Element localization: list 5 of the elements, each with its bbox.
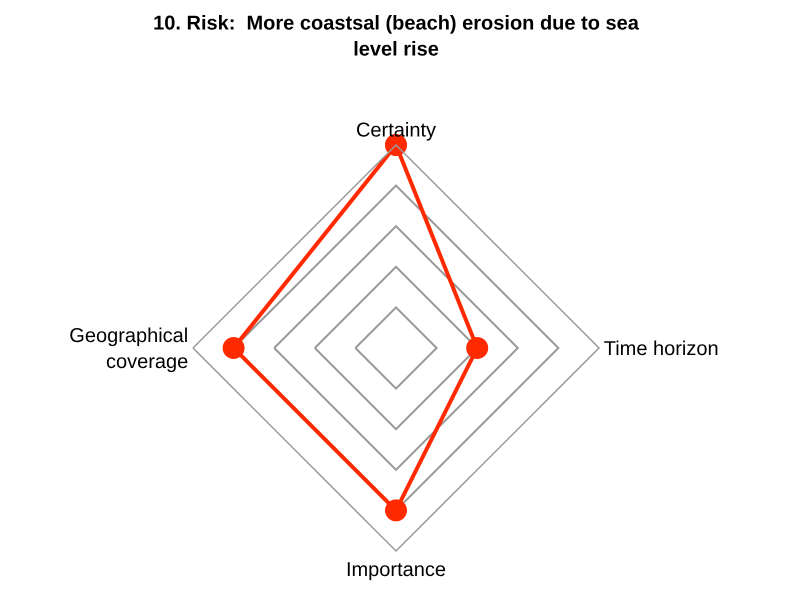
spoke-label: Time horizon [604,338,719,360]
spoke-label: Importance [346,558,446,581]
spoke-label: Certainty [356,119,436,142]
spoke-label: Geographical coverage [69,325,188,373]
chart-title: 10. Risk: More coastsal (beach) erosion due to sea level rise [153,12,640,61]
